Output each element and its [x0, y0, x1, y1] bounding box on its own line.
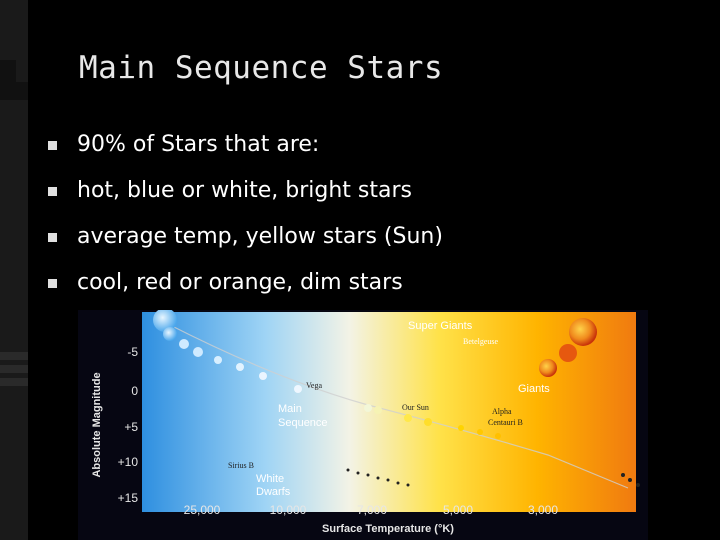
star-marker — [495, 433, 501, 439]
star-marker — [364, 404, 372, 412]
super-giant-star — [569, 318, 597, 346]
star-marker — [294, 385, 302, 393]
white-dwarf-dot — [386, 478, 390, 482]
square-bullet-icon — [48, 279, 57, 288]
accent-bar — [0, 378, 28, 386]
star-marker — [179, 339, 189, 349]
star-marker — [404, 414, 412, 422]
x-tick-label: 3,000 — [528, 503, 558, 517]
hr-diagram-svg: Absolute Magnitude -5 0 +5 +10 +15 25,00… — [78, 310, 648, 540]
bullet-text: average temp, yellow stars (Sun) — [77, 224, 443, 249]
y-tick-label: +15 — [118, 491, 139, 505]
title-accent-mark — [16, 50, 28, 82]
y-tick-label: 0 — [131, 384, 138, 398]
x-tick-label: 10,000 — [270, 503, 307, 517]
white-dwarf-dot — [376, 476, 380, 480]
star-marker — [163, 327, 177, 341]
white-dwarf-dot — [396, 481, 400, 485]
white-dwarf-dot — [346, 468, 350, 472]
alpha-centauri-label: Alpha — [492, 407, 512, 416]
y-axis-title: Absolute Magnitude — [91, 372, 103, 477]
giants-label: Giants — [518, 383, 550, 395]
hr-diagram: Absolute Magnitude -5 0 +5 +10 +15 25,00… — [78, 310, 648, 540]
bullet-text: 90% of Stars that are: — [77, 132, 320, 157]
betelgeuse-label: Betelgeuse — [463, 337, 499, 346]
white-dwarf-dot — [366, 473, 370, 477]
square-bullet-icon — [48, 233, 57, 242]
sirius-b-label: Sirius B — [228, 461, 254, 470]
star-marker — [214, 356, 222, 364]
white-dwarfs-label: Dwarfs — [256, 486, 291, 498]
white-dwarf-dot — [406, 483, 410, 487]
alpha-centauri-label: Centauri B — [488, 418, 523, 427]
star-marker — [193, 347, 203, 357]
bullet-text: hot, blue or white, bright stars — [77, 178, 412, 203]
cool-star-dot — [621, 473, 625, 477]
vega-label: Vega — [306, 381, 322, 390]
star-marker — [458, 425, 464, 431]
star-marker — [153, 310, 177, 332]
bullet-text: cool, red or orange, dim stars — [77, 270, 403, 295]
white-dwarf-dot — [356, 471, 360, 475]
x-tick-label: 5,000 — [443, 503, 473, 517]
cool-star-dot — [636, 483, 640, 487]
star-marker — [424, 418, 432, 426]
square-bullet-icon — [48, 141, 57, 150]
super-giants-label: Super Giants — [408, 320, 473, 332]
x-axis-title: Surface Temperature (°K) — [322, 523, 454, 535]
square-bullet-icon — [48, 187, 57, 196]
our-sun-label: Our Sun — [402, 403, 429, 412]
star-marker — [259, 372, 267, 380]
slide-title: Main Sequence Stars — [79, 50, 444, 86]
accent-bar — [0, 365, 28, 373]
y-tick-label: +10 — [118, 455, 139, 469]
x-tick-label: 25,000 — [184, 503, 221, 517]
accent-bar — [0, 352, 28, 360]
x-tick-label: 7,000 — [357, 503, 387, 517]
white-dwarfs-label: White — [256, 473, 284, 485]
star-marker — [236, 363, 244, 371]
giant-star — [539, 359, 557, 377]
temperature-gradient — [142, 312, 636, 512]
y-tick-label: +5 — [124, 420, 138, 434]
star-marker — [374, 406, 382, 414]
main-sequence-label: Sequence — [278, 417, 328, 429]
star-marker — [477, 429, 483, 435]
giant-star — [559, 344, 577, 362]
cool-star-dot — [628, 478, 632, 482]
y-tick-label: -5 — [127, 345, 138, 359]
main-sequence-label: Main — [278, 403, 302, 415]
